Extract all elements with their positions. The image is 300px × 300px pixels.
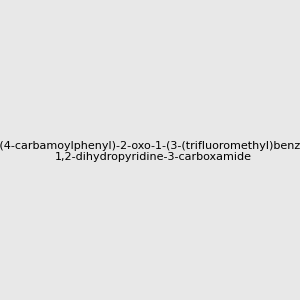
Text: N-(4-carbamoylphenyl)-2-oxo-1-(3-(trifluoromethyl)benzyl)-
1,2-dihydropyridine-3: N-(4-carbamoylphenyl)-2-oxo-1-(3-(triflu… (0, 141, 300, 162)
